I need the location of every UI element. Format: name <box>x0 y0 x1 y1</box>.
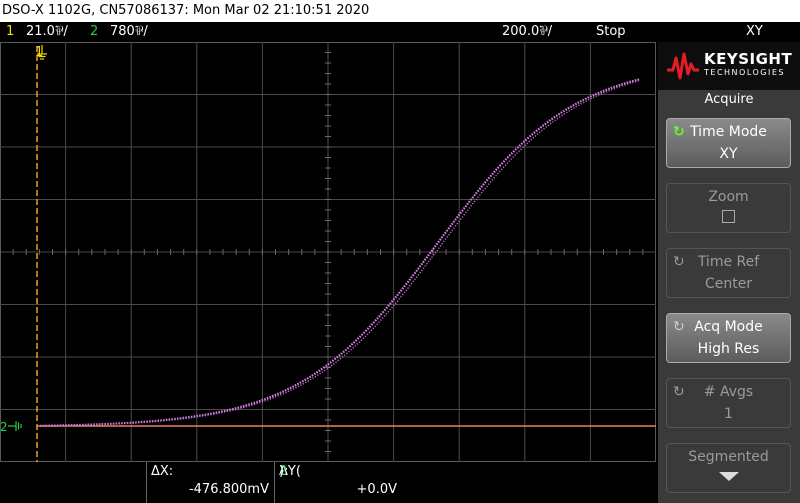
ch1-ground-marker: 1 <box>35 45 43 60</box>
rotate-knob-icon: ↻ <box>673 319 685 335</box>
softkey-value: XY <box>719 146 738 162</box>
softkey-value: 1 <box>724 406 733 422</box>
keysight-wave-icon <box>667 52 699 80</box>
ch2-number: 2 <box>90 24 99 39</box>
xy-trace-return <box>40 79 641 427</box>
ch2-ground-marker: 2 <box>0 420 8 434</box>
delta-x-value: -476.800mV <box>188 482 269 497</box>
softkey-acq-mode[interactable]: ↻ Acq Mode High Res <box>666 313 791 363</box>
softkey-value: High Res <box>697 341 760 357</box>
measurement-bar: ΔX: -476.800mV ΔY(2): +0.0V <box>0 462 656 503</box>
softkey-label: Time Ref <box>697 254 760 270</box>
window-title: DSO-X 1102G, CN57086137: Mon Mar 02 21:1… <box>2 3 370 18</box>
delta-y-value: +0.0V <box>356 482 397 497</box>
arrow-down-icon <box>719 472 739 481</box>
softkey-zoom[interactable]: Zoom <box>666 183 791 233</box>
delta-x-label: ΔX: <box>151 464 174 479</box>
brand-name: KEYSIGHT <box>704 50 793 68</box>
softkey-label: # Avgs <box>703 384 754 400</box>
ch1-scale[interactable]: 21.0⅌/ <box>26 24 68 39</box>
softkey-time-ref[interactable]: ↻ Time Ref Center <box>666 248 791 298</box>
softkey-avgs[interactable]: ↻ # Avgs 1 <box>666 378 791 428</box>
display-mode: XY <box>746 24 763 39</box>
menu-title: Acquire <box>704 92 754 107</box>
rotate-knob-icon: ↻ <box>673 124 685 140</box>
softkey-value: Center <box>704 276 753 292</box>
ch1-number: 1 <box>6 24 15 39</box>
delta-x-readout: ΔX: -476.800mV <box>146 462 273 503</box>
softkey-panel: KEYSIGHT TECHNOLOGIES Acquire ↻ Time Mod… <box>658 42 800 503</box>
ch2-ground-icon <box>8 421 22 431</box>
checkbox-icon[interactable] <box>667 208 790 227</box>
keysight-logo: KEYSIGHT TECHNOLOGIES <box>658 42 800 90</box>
softkey-segmented[interactable]: Segmented <box>666 443 791 493</box>
softkey-label: Zoom <box>708 189 749 205</box>
rotate-knob-icon: ↻ <box>673 384 685 400</box>
timebase-scale[interactable]: 200.0⅌/ <box>502 24 553 39</box>
rotate-knob-icon: ↻ <box>673 254 685 270</box>
window-title-bar: DSO-X 1102G, CN57086137: Mon Mar 02 21:1… <box>0 0 800 22</box>
brand-subtitle: TECHNOLOGIES <box>704 68 785 77</box>
ch2-scale[interactable]: 780⅌/ <box>110 24 148 39</box>
ch1-ground-icon <box>37 45 47 60</box>
run-state: Stop <box>596 24 626 39</box>
softkey-label: Segmented <box>688 449 769 465</box>
softkey-label: Time Mode <box>690 124 767 140</box>
delta-y-readout: ΔY(2): +0.0V <box>274 462 401 503</box>
softkey-label: Acq Mode <box>694 319 763 335</box>
softkey-time-mode[interactable]: ↻ Time Mode XY <box>666 118 791 168</box>
xy-trace <box>40 78 641 427</box>
waveform-display[interactable]: 1 2 <box>0 42 656 462</box>
graticule-ticks <box>0 42 644 462</box>
scope-status-bar: 1 21.0⅌/ 2 780⅌/ 200.0⅌/ Stop XY <box>0 22 800 42</box>
